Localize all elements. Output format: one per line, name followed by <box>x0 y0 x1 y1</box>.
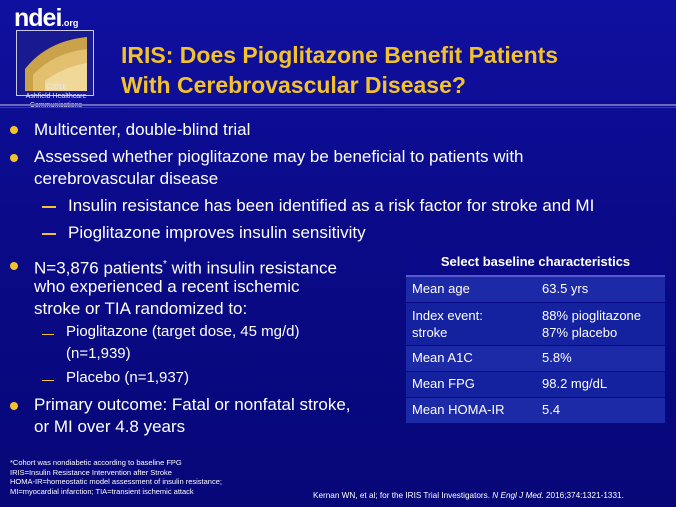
bullet-2-line-1: Assessed whether pioglitazone may be ben… <box>34 147 524 166</box>
sub-bullet-2-1: Insulin resistance has been identified a… <box>68 196 595 215</box>
footnote: *Cohort was nondiabetic according to bas… <box>10 458 222 496</box>
table-cell-label: Mean A1C <box>412 350 473 365</box>
bullet-3-line-2: who experienced a recent ischemic <box>34 277 300 296</box>
table-cell-value: 63.5 yrs <box>542 281 589 296</box>
baseline-characteristics-table: Select baseline characteristics Mean age… <box>406 249 665 424</box>
table-row: Index event: stroke 88% pioglitazone 87%… <box>406 303 665 346</box>
table-row: Mean HOMA-IR 5.4 <box>406 398 665 424</box>
table-row: Mean FPG 98.2 mg/dL <box>406 372 665 398</box>
bullet-4-line-1: Primary outcome: Fatal or nonfatal strok… <box>34 395 351 414</box>
slide-title-line-2: With Cerebrovascular Disease? <box>121 72 466 98</box>
sub-bullet-dash-2 <box>42 233 56 235</box>
logo-wordmark: ndei.org <box>14 4 79 32</box>
bullet-3-line-3: stroke or TIA randomized to: <box>34 299 248 318</box>
table-cell-label: Mean age <box>412 281 470 296</box>
bullet-dot-4 <box>10 402 18 410</box>
bullet-4-line-2: or MI over 4.8 years <box>34 417 186 436</box>
table-row: Mean age 63.5 yrs <box>406 277 665 303</box>
sub-bullet-3-1-line-1: Pioglitazone (target dose, 45 mg/d) <box>66 323 300 340</box>
footnote-line-4: MI=myocardial infarction; TIA=transient … <box>10 486 194 496</box>
table-cell-value: 5.8% <box>542 350 572 365</box>
slide-title-line-1: IRIS: Does Pioglitazone Benefit Patients <box>121 42 559 68</box>
sub-bullet-dash-3 <box>42 334 54 335</box>
logo-copyright-year: ©2016 <box>45 84 67 91</box>
sub-bullet-3-2: Placebo (n=1,937) <box>66 369 190 386</box>
bullet-dot-3 <box>10 262 18 270</box>
logo-emblem <box>16 30 94 96</box>
sub-bullet-dash-4 <box>42 380 54 381</box>
bullet-dot-1 <box>10 126 18 134</box>
footnote-line-3: HOMA-IR=homeostatic model assessment of … <box>10 477 222 486</box>
ndei-logo: ndei.org ©2016 Ashfield Healthcare Commu… <box>14 4 106 114</box>
table-cell-label: Mean HOMA-IR <box>412 402 505 417</box>
logo-copyright-owner: Ashfield Healthcare <box>25 93 87 100</box>
table-cell-label: Mean FPG <box>412 376 475 391</box>
table-header: Select baseline characteristics <box>406 249 665 277</box>
bullet-2-line-2: cerebrovascular disease <box>34 169 219 188</box>
table-cell-value: 98.2 mg/dL <box>542 376 608 391</box>
bullet-dot-2 <box>10 154 18 162</box>
table-cell-value: 5.4 <box>542 402 561 417</box>
table-row: Mean A1C 5.8% <box>406 346 665 372</box>
logo-emblem-graphic <box>17 31 93 95</box>
slide-title: IRIS: Does Pioglitazone Benefit Patients… <box>121 40 661 100</box>
footnote-line-1: *Cohort was nondiabetic according to bas… <box>10 458 182 467</box>
bullet-1: Multicenter, double-blind trial <box>34 120 251 139</box>
sub-bullet-3-1-line-2: (n=1,939) <box>66 345 131 362</box>
title-divider <box>0 104 676 106</box>
bullet-3-line-1: N=3,876 patients* with insulin resistanc… <box>34 258 337 278</box>
sub-bullet-2-2: Pioglitazone improves insulin sensitivit… <box>68 223 366 242</box>
title-divider-shadow <box>0 107 676 108</box>
sub-bullet-dash-1 <box>42 206 56 208</box>
citation: Kernan WN, et al; for the IRIS Trial Inv… <box>313 491 624 500</box>
footnote-line-2: IRIS=Insulin Resistance Intervention aft… <box>10 467 172 477</box>
table-cell-label: Index event: stroke <box>412 308 483 340</box>
table-cell-value: 88% pioglitazone 87% placebo <box>542 308 642 340</box>
